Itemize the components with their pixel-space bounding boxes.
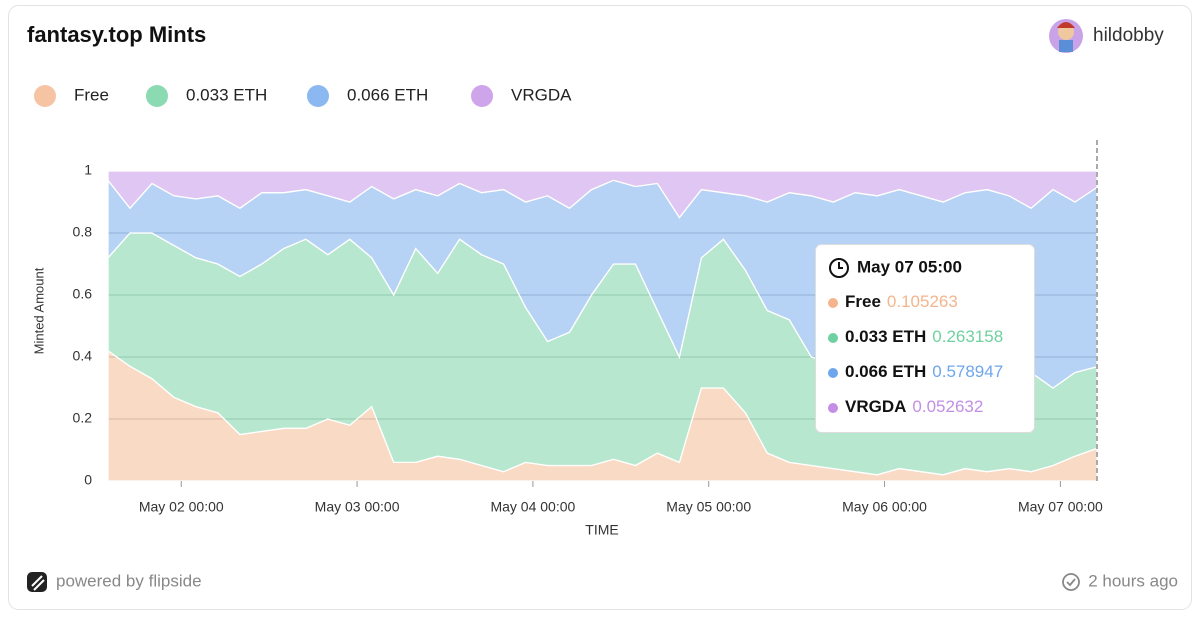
tooltip-swatch (828, 403, 838, 413)
tooltip-value: 0.052632 (912, 397, 983, 416)
tooltip-row: 0.033 ETH 0.263158 (845, 327, 1003, 346)
legend-label: Free (74, 85, 109, 104)
y-tick-label: 0 (84, 472, 92, 488)
y-tick-label: 0.4 (73, 348, 93, 364)
tooltip-title: May 07 05:00 (857, 257, 962, 276)
avatar (1049, 19, 1083, 53)
updated-icon (1062, 573, 1080, 591)
tooltip-row: 0.066 ETH 0.578947 (845, 362, 1003, 381)
x-tick-label: May 04 00:00 (490, 499, 575, 515)
tooltip-swatch (828, 298, 838, 308)
tooltip-box (815, 244, 1035, 433)
tooltip-series: 0.033 ETH (845, 327, 926, 346)
x-tick-label: May 02 00:00 (139, 499, 224, 515)
legend-swatch (34, 85, 56, 107)
tooltip-series: VRGDA (845, 397, 906, 416)
tooltip-value: 0.578947 (932, 362, 1003, 381)
legend-swatch (471, 85, 493, 107)
x-tick-label: May 06 00:00 (842, 499, 927, 515)
legend-swatch (307, 85, 329, 107)
tooltip-value: 0.105263 (887, 292, 958, 311)
tooltip-row: Free 0.105263 (845, 292, 958, 311)
footer-brand[interactable]: powered by flipside (56, 571, 202, 590)
x-tick-label: May 07 00:00 (1018, 499, 1103, 515)
legend-label: 0.033 ETH (186, 85, 267, 104)
tooltip-row: VRGDA 0.052632 (845, 397, 983, 416)
legend-swatch (146, 85, 168, 107)
tooltip-series: 0.066 ETH (845, 362, 926, 381)
x-tick-label: May 05 00:00 (666, 499, 751, 515)
tooltip-value: 0.263158 (932, 327, 1003, 346)
user-name[interactable]: hildobby (1093, 25, 1164, 46)
tooltip-series: Free (845, 292, 881, 311)
legend-label: VRGDA (511, 85, 572, 104)
y-axis-label: Minted Amount (31, 267, 46, 354)
x-tick-label: May 03 00:00 (315, 499, 400, 515)
clock-hand (838, 262, 843, 269)
chart-title: fantasy.top Mints (27, 22, 206, 47)
y-tick-label: 0.2 (73, 410, 93, 426)
y-tick-label: 0.8 (73, 224, 93, 240)
footer-updated: 2 hours ago (1088, 571, 1178, 590)
area (107, 170, 1098, 219)
y-tick-label: 1 (84, 162, 92, 178)
y-tick-label: 0.6 (73, 286, 93, 302)
clock-icon (829, 258, 849, 278)
tooltip-swatch (828, 368, 838, 378)
x-axis-label: TIME (585, 522, 618, 538)
flipside-logo (27, 572, 47, 592)
tooltip-swatch (828, 333, 838, 343)
legend-label: 0.066 ETH (347, 85, 428, 104)
